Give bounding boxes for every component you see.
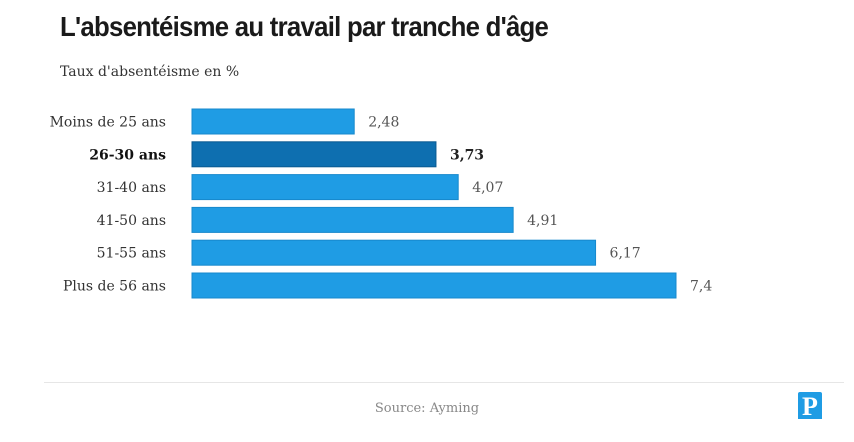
bar	[191, 108, 355, 135]
bar	[191, 206, 514, 233]
data-label: 4,07	[472, 180, 503, 196]
data-label: 6,17	[610, 246, 641, 262]
logo-letter: P	[802, 392, 818, 421]
category-label: 41-50 ans	[97, 213, 166, 229]
bar	[191, 141, 437, 168]
data-label: 7,4	[690, 279, 712, 295]
source-note: Source: Ayming	[374, 401, 480, 416]
bar	[191, 174, 459, 201]
category-label: 51-55 ans	[97, 246, 166, 262]
bar	[191, 272, 677, 299]
data-label: 2,48	[368, 115, 399, 131]
bar-chart: Moins de 25 ans 2,48 26-30 ans 3,73 31-40 an…	[50, 108, 712, 299]
chart-title: L'absentéisme au travail par tranche d'â…	[60, 11, 549, 42]
chart-subtitle: Taux d'absentéisme en %	[60, 64, 240, 80]
data-label: 4,91	[527, 213, 558, 229]
category-label: Plus de 56 ans	[63, 279, 166, 295]
category-label: 26-30 ans	[89, 147, 166, 163]
data-label: 3,73	[450, 147, 484, 163]
bar	[191, 239, 597, 266]
category-label: Moins de 25 ans	[50, 115, 166, 131]
footer-divider	[44, 382, 844, 383]
publisher-logo: P	[798, 392, 822, 422]
category-label: 31-40 ans	[97, 180, 166, 196]
